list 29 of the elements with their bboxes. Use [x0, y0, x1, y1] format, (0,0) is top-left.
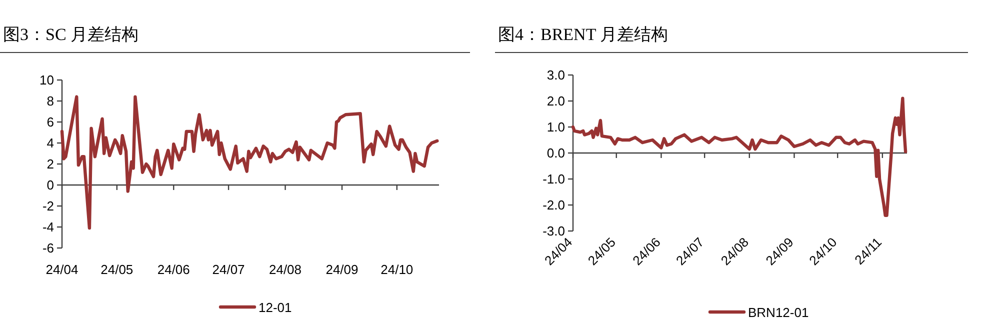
y-tick-label: 6 — [46, 114, 54, 130]
x-tick-label: 24/04 — [46, 262, 78, 277]
y-tick-label: -1.0 — [542, 172, 565, 186]
line-series — [571, 96, 908, 217]
y-tick-label: 1.0 — [546, 120, 565, 134]
x-tick-label: 24/06 — [157, 262, 190, 277]
x-tick-label: 24/10 — [380, 262, 414, 277]
y-tick-label: 10 — [40, 72, 54, 88]
y-tick-label: 4 — [46, 136, 54, 150]
y-tick-label: 8 — [46, 94, 54, 108]
y-tick-label: 2 — [46, 156, 54, 172]
y-tick-label: 0.0 — [546, 146, 565, 160]
y-tick-label: 3.0 — [546, 68, 565, 82]
y-tick-label: 2.0 — [546, 94, 565, 108]
y-tick-label: -4 — [42, 220, 54, 234]
line-series — [60, 95, 439, 230]
x-tick-label: 24/09 — [326, 262, 358, 277]
legend-label: BRN12-01 — [748, 305, 809, 320]
legend-label: 12-01 — [258, 300, 292, 315]
x-tick-label: 24/05 — [100, 262, 134, 277]
x-tick-label: 24/08 — [269, 262, 302, 277]
y-tick-label: -2 — [42, 198, 54, 214]
x-tick-label: 24/07 — [212, 262, 245, 277]
chart-title: 图3：SC 月差结构 — [3, 25, 139, 44]
chart-title: 图4：BRENT 月差结构 — [498, 25, 668, 44]
y-tick-label: -3.0 — [542, 224, 565, 238]
y-tick-label: -6 — [42, 240, 54, 256]
y-tick-label: -2.0 — [542, 198, 565, 212]
y-tick-label: 0 — [46, 178, 54, 192]
